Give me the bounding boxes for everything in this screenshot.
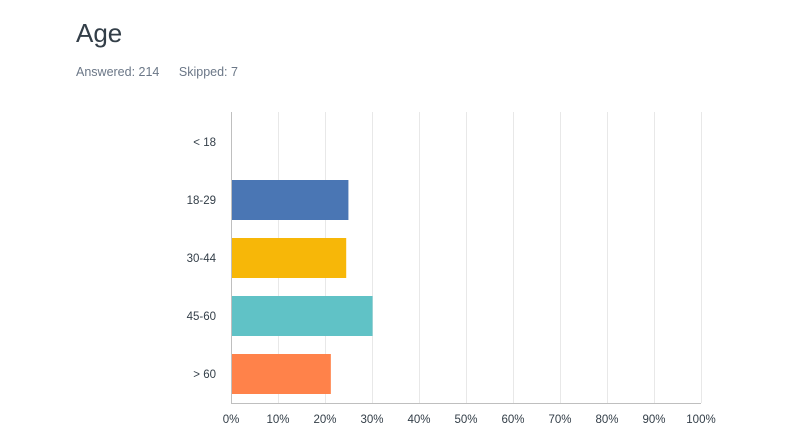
x-tick-label: 20% xyxy=(313,414,336,426)
x-tick-label: 0% xyxy=(223,414,240,426)
x-tick-label: 40% xyxy=(407,414,430,426)
bar-18-29 xyxy=(232,180,349,220)
bar-30-44 xyxy=(232,238,347,278)
response-stats: Answered: 214 Skipped: 7 xyxy=(76,65,254,79)
bar-60 xyxy=(232,354,331,394)
skipped-count: Skipped: 7 xyxy=(178,65,238,79)
bar-45-60 xyxy=(232,296,373,336)
x-tick-label: 10% xyxy=(266,414,289,426)
category-label: 45-60 xyxy=(187,311,216,323)
x-tick-label: 80% xyxy=(595,414,618,426)
category-label: 18-29 xyxy=(187,195,216,207)
category-label: > 60 xyxy=(193,369,216,381)
x-tick-label: 30% xyxy=(360,414,383,426)
x-tick-label: 70% xyxy=(548,414,571,426)
category-label: 30-44 xyxy=(187,253,217,265)
x-tick-label: 60% xyxy=(501,414,524,426)
question-title: Age xyxy=(76,18,123,48)
x-tick-label: 50% xyxy=(454,414,477,426)
x-tick-label: 90% xyxy=(642,414,665,426)
category-label: < 18 xyxy=(193,137,216,149)
x-tick-label: 100% xyxy=(686,414,715,426)
answered-count: Answered: 214 xyxy=(76,65,160,79)
